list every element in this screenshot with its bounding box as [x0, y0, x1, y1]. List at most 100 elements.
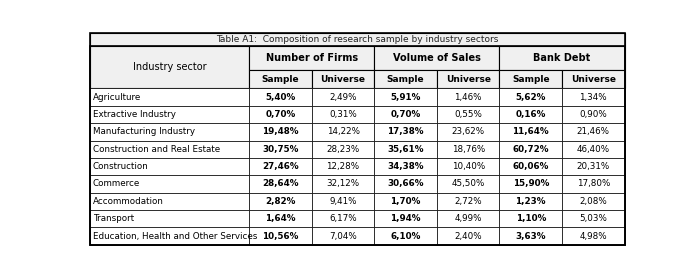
- Bar: [90, 210, 250, 227]
- Bar: [250, 158, 312, 175]
- Bar: [250, 106, 312, 123]
- Bar: [90, 89, 250, 106]
- Text: 4,98%: 4,98%: [579, 232, 607, 241]
- Bar: [374, 70, 437, 89]
- Text: 1,46%: 1,46%: [454, 93, 482, 102]
- Bar: [250, 141, 312, 158]
- Bar: [312, 123, 374, 141]
- Bar: [562, 123, 625, 141]
- Text: Construction: Construction: [93, 162, 148, 171]
- Text: 5,91%: 5,91%: [390, 93, 421, 102]
- Bar: [562, 175, 625, 193]
- Bar: [312, 210, 374, 227]
- Text: 7,04%: 7,04%: [329, 232, 357, 241]
- Text: 0,55%: 0,55%: [454, 110, 482, 119]
- Bar: [90, 158, 250, 175]
- Text: 1,34%: 1,34%: [579, 93, 607, 102]
- Bar: [374, 123, 437, 141]
- Bar: [312, 193, 374, 210]
- Text: 1,94%: 1,94%: [390, 214, 421, 223]
- Bar: [500, 158, 562, 175]
- Text: 18,76%: 18,76%: [452, 145, 485, 154]
- Text: 17,80%: 17,80%: [576, 180, 610, 188]
- Bar: [437, 89, 500, 106]
- Text: 0,70%: 0,70%: [266, 110, 296, 119]
- Text: 4,99%: 4,99%: [454, 214, 482, 223]
- Text: 2,49%: 2,49%: [329, 93, 357, 102]
- Text: 0,31%: 0,31%: [329, 110, 357, 119]
- Bar: [250, 175, 312, 193]
- Bar: [250, 89, 312, 106]
- Text: Transport: Transport: [93, 214, 134, 223]
- Bar: [437, 70, 500, 89]
- Text: 3,63%: 3,63%: [516, 232, 546, 241]
- Text: Education, Health and Other Services: Education, Health and Other Services: [93, 232, 257, 241]
- Bar: [90, 123, 250, 141]
- Text: 9,41%: 9,41%: [329, 197, 357, 206]
- Text: 0,70%: 0,70%: [390, 110, 421, 119]
- Bar: [312, 89, 374, 106]
- Text: Sample: Sample: [512, 75, 549, 84]
- Bar: [90, 46, 250, 89]
- Bar: [312, 106, 374, 123]
- Bar: [562, 70, 625, 89]
- Text: Sample: Sample: [387, 75, 424, 84]
- Text: 2,82%: 2,82%: [266, 197, 296, 206]
- Bar: [500, 106, 562, 123]
- Bar: [90, 106, 250, 123]
- Text: 1,23%: 1,23%: [516, 197, 546, 206]
- Text: Universe: Universe: [445, 75, 491, 84]
- Text: 30,75%: 30,75%: [262, 145, 298, 154]
- Text: Universe: Universe: [571, 75, 616, 84]
- Text: Agriculture: Agriculture: [93, 93, 141, 102]
- Text: 2,72%: 2,72%: [454, 197, 482, 206]
- Bar: [562, 158, 625, 175]
- Bar: [562, 141, 625, 158]
- Text: 5,03%: 5,03%: [579, 214, 607, 223]
- Bar: [374, 106, 437, 123]
- Bar: [90, 175, 250, 193]
- Bar: [374, 210, 437, 227]
- Bar: [437, 123, 500, 141]
- Bar: [562, 210, 625, 227]
- Bar: [437, 227, 500, 245]
- Bar: [312, 70, 374, 89]
- Bar: [312, 227, 374, 245]
- Text: Construction and Real Estate: Construction and Real Estate: [93, 145, 220, 154]
- Text: 34,38%: 34,38%: [388, 162, 424, 171]
- Bar: [437, 158, 500, 175]
- Text: 23,62%: 23,62%: [452, 127, 484, 136]
- Text: 1,64%: 1,64%: [266, 214, 296, 223]
- Text: 1,70%: 1,70%: [390, 197, 421, 206]
- Bar: [562, 106, 625, 123]
- Text: 0,16%: 0,16%: [516, 110, 546, 119]
- Bar: [437, 193, 500, 210]
- Bar: [437, 175, 500, 193]
- Bar: [562, 89, 625, 106]
- Text: 11,64%: 11,64%: [512, 127, 549, 136]
- Text: Commerce: Commerce: [93, 180, 140, 188]
- Bar: [500, 210, 562, 227]
- Bar: [250, 46, 374, 70]
- Bar: [500, 89, 562, 106]
- Bar: [562, 227, 625, 245]
- Bar: [312, 175, 374, 193]
- Bar: [250, 193, 312, 210]
- Text: Number of Firms: Number of Firms: [266, 53, 358, 63]
- Text: 46,40%: 46,40%: [576, 145, 610, 154]
- Text: 6,17%: 6,17%: [329, 214, 357, 223]
- Text: 0,90%: 0,90%: [579, 110, 607, 119]
- Bar: [250, 210, 312, 227]
- Bar: [374, 227, 437, 245]
- Bar: [90, 227, 250, 245]
- Bar: [437, 210, 500, 227]
- Text: Universe: Universe: [321, 75, 365, 84]
- Bar: [562, 193, 625, 210]
- Bar: [500, 123, 562, 141]
- Text: 5,40%: 5,40%: [266, 93, 296, 102]
- Bar: [374, 175, 437, 193]
- Bar: [250, 227, 312, 245]
- Text: 2,08%: 2,08%: [579, 197, 607, 206]
- Bar: [500, 46, 625, 70]
- Text: 2,40%: 2,40%: [454, 232, 482, 241]
